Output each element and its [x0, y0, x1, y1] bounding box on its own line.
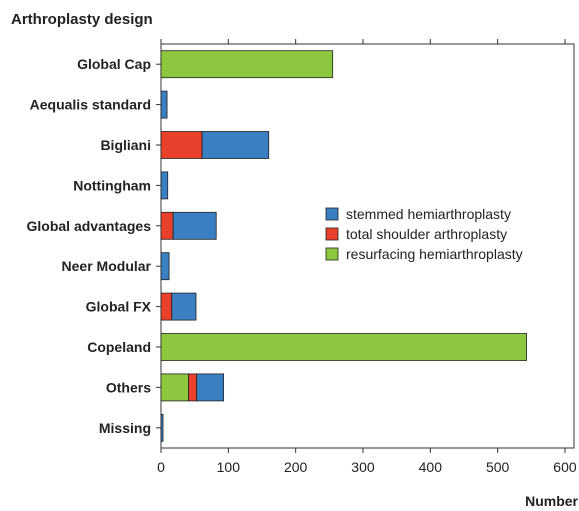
- bar-segment: [160, 50, 334, 79]
- category-label: Others: [106, 379, 151, 395]
- x-axis-label: Number: [525, 493, 578, 509]
- plot-frame: [160, 43, 575, 449]
- bar-segment: [160, 90, 168, 119]
- plot-border: [160, 43, 575, 449]
- category-label: Global Cap: [77, 56, 151, 72]
- bars-group: [160, 50, 528, 442]
- legend-swatch: [325, 227, 339, 241]
- category-label: Nottingham: [73, 177, 151, 193]
- legend-swatch: [325, 247, 339, 261]
- category-label: Global advantages: [27, 218, 152, 234]
- bar-segment: [160, 373, 190, 402]
- category-label: Global FX: [86, 299, 152, 315]
- bar-segment: [160, 211, 174, 240]
- x-tick-label: 600: [553, 459, 577, 475]
- legend: stemmed hemiarthroplasty total shoulder a…: [325, 206, 523, 262]
- bar-segment: [188, 373, 198, 402]
- x-tick-label: 0: [157, 459, 165, 475]
- bar-segment: [160, 252, 170, 281]
- bar-segment: [172, 211, 217, 240]
- legend-swatch: [325, 207, 339, 221]
- bar-segment: [201, 131, 270, 159]
- bar-segment: [160, 413, 164, 442]
- bar-segment: [160, 333, 528, 361]
- category-label: Neer Modular: [62, 258, 152, 274]
- bar-segment: [196, 373, 225, 402]
- bar-segment: [160, 171, 169, 200]
- x-tick-label: 300: [351, 459, 375, 475]
- category-labels: Global Cap Aequalis standard Bigliani Notti…: [27, 56, 161, 436]
- category-label: Missing: [99, 420, 151, 436]
- legend-label: total shoulder arthroplasty: [346, 226, 507, 242]
- bar-segment: [171, 292, 197, 321]
- legend-label: stemmed hemiarthroplasty: [346, 206, 511, 222]
- category-label: Copeland: [87, 339, 151, 355]
- category-label: Aequalis standard: [30, 97, 151, 113]
- x-tick-label: 400: [419, 459, 443, 475]
- x-axis-ticks: 0 100 200 300 400 500 600: [157, 39, 577, 475]
- x-tick-label: 200: [284, 459, 308, 475]
- category-label: Bigliani: [100, 137, 151, 153]
- x-tick-label: 500: [486, 459, 510, 475]
- x-tick-label: 100: [217, 459, 241, 475]
- bar-segment: [160, 131, 203, 159]
- bar-segment: [160, 292, 173, 321]
- legend-label: resurfacing hemiarthroplasty: [346, 246, 523, 262]
- chart-title: Arthroplasty design: [11, 11, 153, 28]
